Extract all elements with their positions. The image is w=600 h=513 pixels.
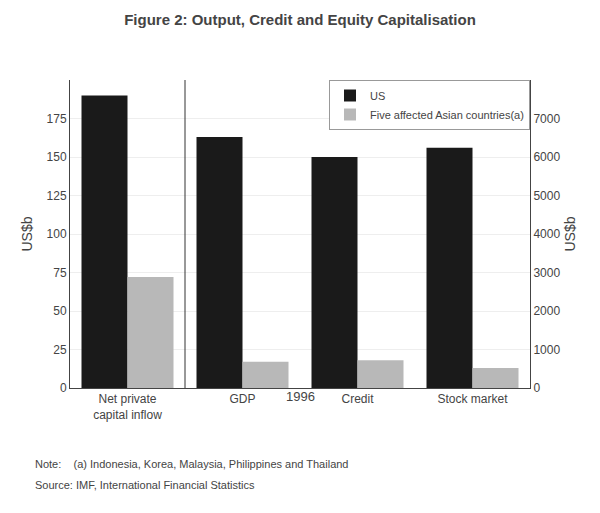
svg-text:5000: 5000 (533, 189, 560, 203)
svg-text:2000: 2000 (533, 304, 560, 318)
svg-text:Note: (a) Indonesia, Korea,: Note: (a) Indonesia, Korea, Malaysia, Ph… (35, 458, 348, 470)
svg-text:US: US (370, 90, 385, 102)
svg-text:75: 75 (53, 266, 67, 280)
svg-text:4000: 4000 (533, 227, 560, 241)
svg-text:150: 150 (47, 150, 67, 164)
svg-text:US$b: US$b (19, 216, 35, 251)
svg-text:100: 100 (47, 227, 67, 241)
svg-text:Stock market: Stock market (437, 392, 508, 406)
svg-text:Figure 2: Output, Credit and E: Figure 2: Output, Credit and Equity Capi… (124, 11, 476, 28)
svg-text:Five affected Asian countries(: Five affected Asian countries(a) (370, 109, 524, 121)
svg-text:Credit: Credit (341, 392, 374, 406)
svg-text:US$b: US$b (562, 216, 578, 251)
svg-text:125: 125 (47, 189, 67, 203)
svg-text:7000: 7000 (533, 112, 560, 126)
svg-text:25: 25 (53, 343, 67, 357)
svg-text:175: 175 (47, 112, 67, 126)
svg-text:3000: 3000 (533, 266, 560, 280)
svg-text:0: 0 (533, 381, 540, 395)
svg-text:1000: 1000 (533, 343, 560, 357)
svg-text:1996: 1996 (286, 389, 315, 404)
svg-text:6000: 6000 (533, 150, 560, 164)
svg-text:0: 0 (60, 381, 67, 395)
svg-text:GDP: GDP (229, 392, 255, 406)
svg-text:Source: IMF, International Fin: Source: IMF, International Financial Sta… (35, 479, 255, 491)
svg-text:Net privatecapital inflow: Net privatecapital inflow (93, 392, 162, 422)
svg-text:50: 50 (53, 304, 67, 318)
